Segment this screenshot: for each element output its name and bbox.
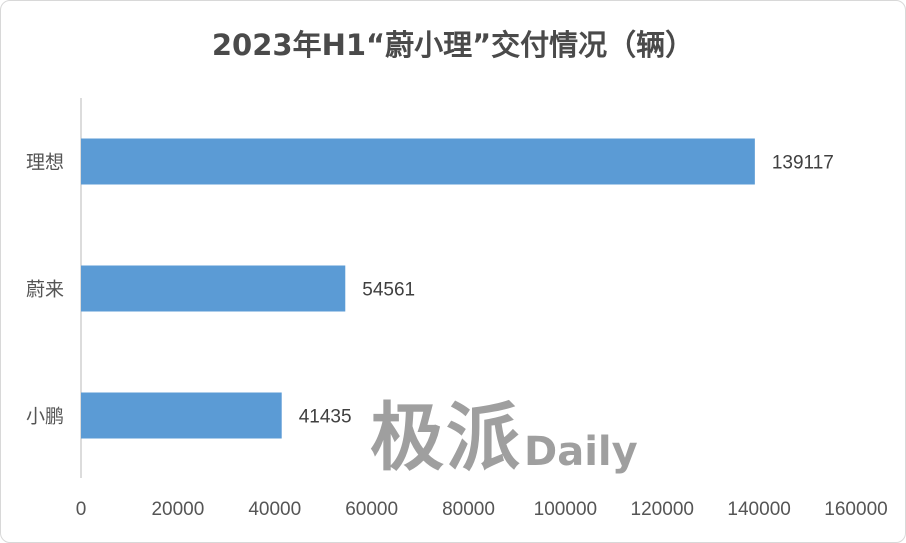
value-labels: 139117 54561 41435 [299, 153, 834, 428]
x-tick-label-7: 140000 [727, 499, 790, 520]
x-tick-label-1: 20000 [151, 499, 204, 520]
watermark-cn: 极派 [370, 395, 522, 481]
x-tick-label-5: 100000 [534, 499, 597, 520]
x-tick-label-4: 80000 [442, 499, 495, 520]
category-label-0: 理想 [26, 152, 64, 174]
bar-0 [81, 138, 755, 185]
chart-title: 2023年H1“蔚小理”交付情况（辆） [211, 28, 695, 62]
category-label-2: 小鹏 [26, 406, 64, 428]
bars-group [81, 138, 755, 439]
x-tick-label-2: 40000 [248, 499, 301, 520]
bar-1 [81, 265, 346, 312]
x-tick-label-6: 120000 [631, 499, 694, 520]
watermark-en: Daily [524, 429, 638, 475]
data-label-2: 41435 [299, 407, 352, 428]
category-label-1: 蔚来 [26, 279, 64, 301]
bar-2 [81, 392, 282, 439]
data-label-1: 54561 [362, 280, 415, 301]
watermark-logo: 极派 Daily [370, 388, 638, 478]
x-tick-label-8: 160000 [824, 499, 887, 520]
x-tick-label-0: 0 [76, 499, 87, 520]
x-tick-labels: 0 20000 40000 60000 80000 100000 120000 140000 1… [76, 499, 888, 520]
x-tick-label-3: 60000 [345, 499, 398, 520]
data-label-0: 139117 [772, 153, 834, 174]
